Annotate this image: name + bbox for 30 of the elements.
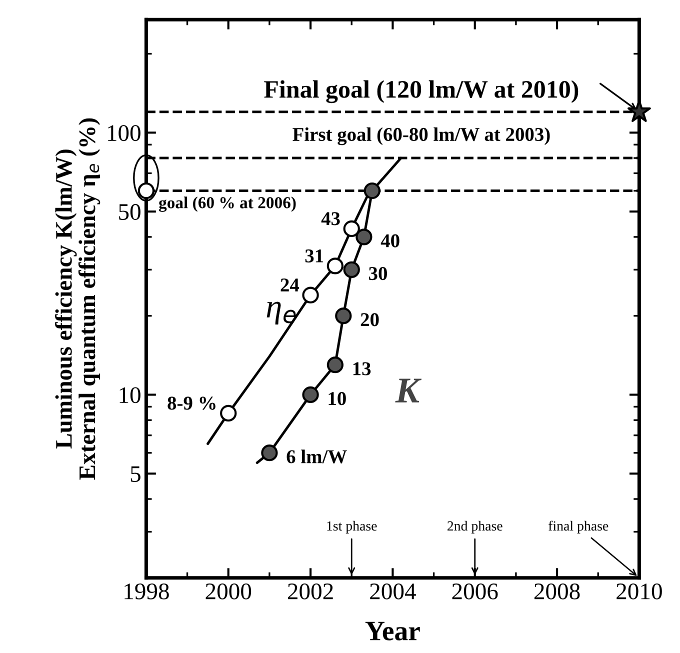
- annotation: final phase: [548, 520, 608, 534]
- ref-line-label: First goal (60-80 lm/W at 2003): [292, 127, 550, 146]
- data-label: 24: [280, 278, 300, 292]
- annotation: 1st phase: [327, 520, 377, 534]
- data-label: 8-9 %: [168, 396, 216, 410]
- x-tick-label: 2006: [452, 583, 498, 600]
- x-tick-label: 2002: [288, 583, 333, 600]
- x-axis-title: Year: [365, 622, 420, 640]
- data-label: 6 lm/W: [286, 450, 347, 464]
- y-tick-label: 50: [119, 204, 140, 220]
- y-tick-label: 100: [108, 125, 140, 142]
- data-label: 20: [360, 313, 379, 326]
- x-tick-label: 1998: [124, 583, 169, 600]
- annotation: 2nd phase: [448, 520, 502, 534]
- x-tick-label: 2008: [534, 583, 580, 600]
- y-tick-label: 10: [120, 387, 140, 404]
- ref-line-label: Final goal (120 lm/W at 2010): [264, 80, 578, 104]
- y-tick-label: 5: [130, 466, 140, 482]
- data-label: 13: [353, 362, 371, 376]
- data-label: 43: [321, 212, 340, 226]
- data-label: 40: [380, 234, 400, 248]
- data-label: 10: [328, 392, 346, 406]
- data-label: 31: [305, 249, 324, 262]
- x-tick-label: 2004: [370, 583, 416, 600]
- annotation: K: [395, 378, 422, 402]
- data-label: 30: [369, 266, 387, 280]
- x-tick-label: 2000: [206, 583, 252, 600]
- ref-line-label: goal (60 % at 2006): [158, 196, 296, 212]
- x-tick-label: 2010: [616, 583, 662, 600]
- y-axis-title: Luminous efficiency K(lm/W) External quantum efficiency η$_{e}$ (%): [55, 118, 100, 480]
